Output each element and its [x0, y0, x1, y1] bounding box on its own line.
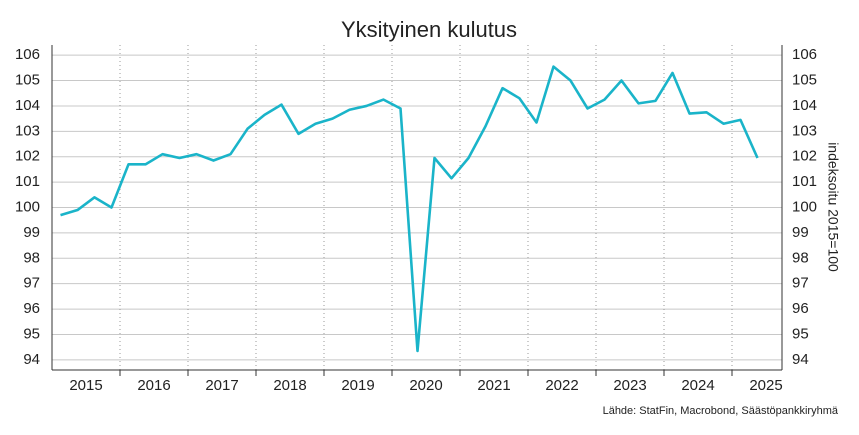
- x-tick-label: 2016: [137, 377, 170, 394]
- y-tick-label: 95: [23, 325, 40, 342]
- y-tick-label: 94: [23, 351, 40, 368]
- y2-tick-label: 100: [792, 198, 817, 215]
- x-tick-label: 2020: [409, 377, 442, 394]
- y-tick-label: 98: [23, 249, 40, 266]
- y2-tick-label: 106: [792, 46, 817, 63]
- y-tick-label: 103: [15, 122, 40, 139]
- y2-tick-label: 101: [792, 173, 817, 190]
- source: Lähde: StatFin, Macrobond, Säästöpankkir…: [603, 405, 839, 417]
- y2-tick-label: 102: [792, 148, 817, 165]
- y2-tick-label: 94: [792, 351, 809, 368]
- y2-tick-label: 97: [792, 275, 809, 292]
- y-tick-label: 99: [23, 224, 40, 241]
- y-tick-label: 105: [15, 72, 40, 89]
- y-tick-label: 104: [15, 97, 40, 114]
- y-tick-label: 106: [15, 46, 40, 63]
- y-tick-label: 96: [23, 300, 40, 317]
- x-tick-label: 2024: [681, 377, 714, 394]
- y2-tick-label: 95: [792, 325, 809, 342]
- chart-title: Yksityinen kulutus: [341, 17, 517, 42]
- y2-tick-label: 98: [792, 249, 809, 266]
- y-tick-label: 97: [23, 275, 40, 292]
- y-tick-label: 101: [15, 173, 40, 190]
- x-tick-label: 2018: [273, 377, 306, 394]
- y-tick-label: 100: [15, 198, 40, 215]
- y2-axis-label: indeksoitu 2015=100: [825, 142, 841, 272]
- x-tick-label: 2017: [205, 377, 238, 394]
- x-tick-label: 2025: [749, 377, 782, 394]
- x-tick-label: 2019: [341, 377, 374, 394]
- y2-tick-label: 104: [792, 97, 817, 114]
- line-series: [60, 65, 759, 353]
- x-tick-label: 2022: [545, 377, 578, 394]
- y2-tick-label: 103: [792, 122, 817, 139]
- x-tick-label: 2023: [613, 377, 646, 394]
- x-tick-label: 2015: [69, 377, 102, 394]
- y2-tick-label: 99: [792, 224, 809, 241]
- x-tick-label: 2021: [477, 377, 510, 394]
- y-tick-label: 102: [15, 148, 40, 165]
- y2-tick-label: 105: [792, 72, 817, 89]
- y2-tick-label: 96: [792, 300, 809, 317]
